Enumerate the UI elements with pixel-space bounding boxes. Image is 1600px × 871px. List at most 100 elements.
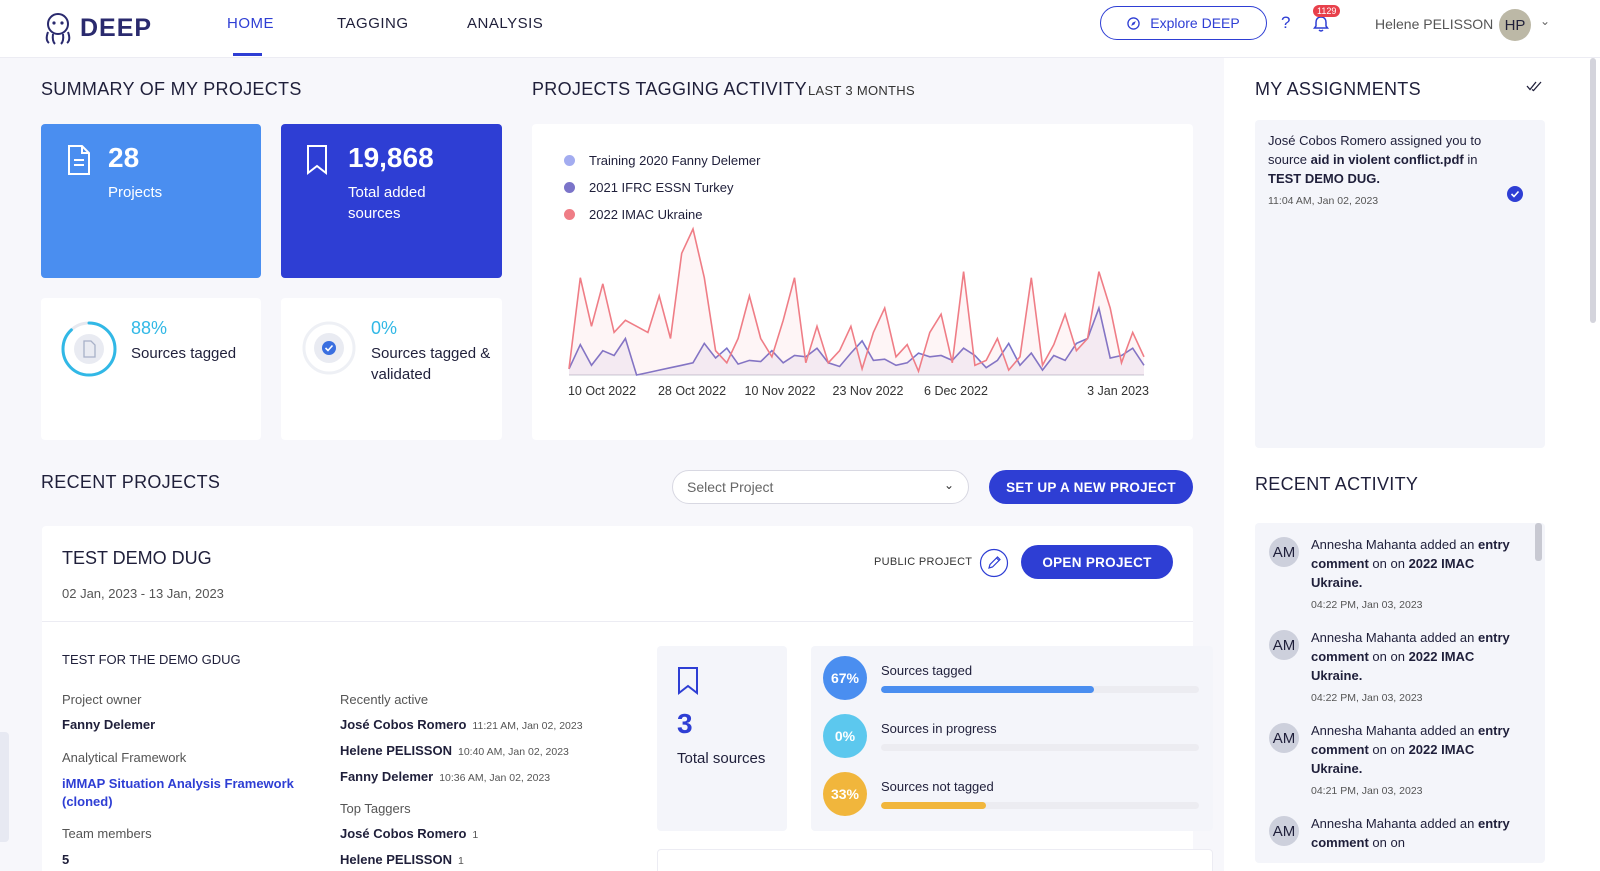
activity-action: added an <box>1416 816 1478 831</box>
tagged-percent: 88% <box>131 318 168 338</box>
nav-analysis[interactable]: ANALYSIS <box>467 15 544 32</box>
activity-on: on on <box>1368 742 1409 757</box>
assignment-source-link[interactable]: aid in violent conflict.pdf <box>1310 152 1464 167</box>
activity-project-link[interactable]: 2022 IMAC Ukraine. <box>1311 742 1475 776</box>
activity-project-link[interactable]: 2022 IMAC Ukraine. <box>1311 556 1475 590</box>
framework-label: Analytical Framework <box>62 750 187 765</box>
sources-stat-card: 19,868 Total added sources <box>281 124 502 278</box>
legend-label: 2022 IMAC Ukraine <box>589 207 703 222</box>
nav-tagging[interactable]: TAGGING <box>337 15 409 32</box>
legend-item-ifrc[interactable]: 2021 IFRC ESSN Turkey <box>564 180 734 195</box>
set-up-new-project-button[interactable]: SET UP A NEW PROJECT <box>989 470 1193 504</box>
summary-title: SUMMARY OF MY PROJECTS <box>41 79 302 99</box>
assignments-title: MY ASSIGNMENTS <box>1255 79 1421 99</box>
activity-on: on on <box>1368 835 1405 850</box>
recent-user-name: Helene PELISSON <box>340 743 452 758</box>
activity-item[interactable]: AM Annesha Mahanta added an entry commen… <box>1269 535 1531 623</box>
team-count: 5 <box>62 852 70 867</box>
activity-actor: Annesha Mahanta <box>1311 537 1417 552</box>
activity-avatar: AM <box>1269 537 1299 567</box>
activity-text: Annesha Mahanta added an entry comment o… <box>1311 535 1529 592</box>
assignment-item[interactable]: José Cobos Romero assigned you to source… <box>1255 120 1545 448</box>
legend-item-training[interactable]: Training 2020 Fanny Delemer <box>564 153 761 168</box>
chevron-down-icon: ⌄ <box>943 478 954 492</box>
top-taggers-label: Top Taggers <box>340 801 411 816</box>
logo-text: DEEP <box>80 13 153 42</box>
total-sources-box: 3 Total sources <box>657 646 787 831</box>
recently-active-label: Recently active <box>340 692 429 707</box>
activity-item[interactable]: AM Annesha Mahanta added an entry commen… <box>1269 628 1531 716</box>
assignment-project-link[interactable]: TEST DEMO DUG. <box>1268 171 1380 186</box>
not-tagged-percent-badge: 33% <box>823 772 867 816</box>
owner-label: Project owner <box>62 692 142 707</box>
activity-on: on on <box>1368 649 1409 664</box>
not-tagged-bar-label: Sources not tagged <box>881 779 994 794</box>
legend-dot <box>564 209 575 220</box>
recent-user-name: Fanny Delemer <box>340 769 434 784</box>
validated-stat-card: 0% Sources tagged & validated <box>281 298 502 440</box>
project-visibility: PUBLIC PROJECT <box>874 556 973 568</box>
tagger-name: José Cobos Romero <box>340 826 467 841</box>
activity-item[interactable]: AM Annesha Mahanta added an entry commen… <box>1269 721 1531 809</box>
total-sources-label: Total sources <box>677 750 766 767</box>
series-line <box>568 226 1145 374</box>
activity-project-link[interactable]: 2022 IMAC Ukraine. <box>1311 649 1475 683</box>
activity-text: Annesha Mahanta added an entry comment o… <box>1311 721 1529 778</box>
page-scrollbar[interactable] <box>1590 58 1596 323</box>
top-navigation-bar: DEEP HOME TAGGING ANALYSIS Explore DEEP … <box>0 0 1600 58</box>
active-tab-indicator <box>233 53 262 56</box>
project-dates: 02 Jan, 2023 - 13 Jan, 2023 <box>62 586 224 601</box>
bookmark-icon <box>678 667 698 696</box>
feedback-tab[interactable] <box>0 732 9 842</box>
series-area <box>569 229 1144 375</box>
tagger-row: José Cobos Romero 1 <box>340 826 478 841</box>
edit-icon[interactable] <box>979 548 1009 578</box>
framework-link[interactable]: iMMAP Situation Analysis Framework (clon… <box>62 776 294 809</box>
recent-user-time: 10:40 AM, Jan 02, 2023 <box>457 746 569 758</box>
explore-deep-button[interactable]: Explore DEEP <box>1100 6 1267 40</box>
document-icon <box>68 145 90 175</box>
tagged-bar-track <box>881 686 1199 693</box>
project-card-header: TEST DEMO DUG 02 Jan, 2023 - 13 Jan, 202… <box>42 526 1193 622</box>
activity-text: Annesha Mahanta added an entry comment o… <box>1311 628 1529 685</box>
activity-action: added an <box>1416 723 1478 738</box>
chevron-down-icon[interactable]: ⌄ <box>1540 14 1551 28</box>
user-avatar[interactable]: HP <box>1499 9 1531 41</box>
total-sources-count: 3 <box>677 708 693 739</box>
assignment-time: 11:04 AM, Jan 02, 2023 <box>1268 195 1379 207</box>
project-name[interactable]: TEST DEMO DUG <box>62 548 212 568</box>
legend-label: 2021 IFRC ESSN Turkey <box>589 180 734 195</box>
legend-item-imac[interactable]: 2022 IMAC Ukraine <box>564 207 702 222</box>
activity-avatar: AM <box>1269 630 1299 660</box>
activity-action: added an <box>1416 630 1478 645</box>
validated-progress-ring <box>302 321 356 375</box>
select-project-dropdown[interactable]: Select Project ⌄ <box>672 470 969 504</box>
activity-item[interactable]: AM Annesha Mahanta added an entry commen… <box>1269 814 1531 863</box>
open-project-button[interactable]: OPEN PROJECT <box>1021 545 1173 579</box>
activity-object: entry comment <box>1311 630 1510 664</box>
recent-user-name: José Cobos Romero <box>340 717 467 732</box>
tagger-name: Helene PELISSON <box>340 852 452 867</box>
activity-actor: Annesha Mahanta <box>1311 630 1417 645</box>
in-progress-bar-track <box>881 744 1199 751</box>
validated-label: Sources tagged & validated <box>371 345 491 383</box>
activity-scrollbar[interactable] <box>1535 523 1542 561</box>
deep-logo[interactable]: DEEP <box>40 8 152 48</box>
help-icon[interactable]: ? <box>1281 13 1291 32</box>
mark-all-read-icon[interactable] <box>1526 80 1542 92</box>
user-name[interactable]: Helene PELISSON <box>1375 16 1494 32</box>
bookmark-icon <box>307 145 327 176</box>
tagger-count: 1 <box>457 855 464 867</box>
bell-icon[interactable] <box>1311 14 1331 34</box>
nav-home[interactable]: HOME <box>227 15 274 32</box>
tagged-bar-label: Sources tagged <box>881 663 973 678</box>
x-tick-label: 6 Dec 2022 <box>924 384 988 398</box>
series-area <box>569 308 1144 375</box>
tagged-percent-badge: 67% <box>823 656 867 700</box>
mark-done-icon[interactable] <box>1507 186 1523 202</box>
in-progress-percent-badge: 0% <box>823 714 867 758</box>
projects-label: Projects <box>108 184 163 201</box>
notification-badge: 1129 <box>1313 5 1341 17</box>
recent-user-row: Helene PELISSON 10:40 AM, Jan 02, 2023 <box>340 743 569 758</box>
sources-count: 19,868 <box>348 142 434 173</box>
